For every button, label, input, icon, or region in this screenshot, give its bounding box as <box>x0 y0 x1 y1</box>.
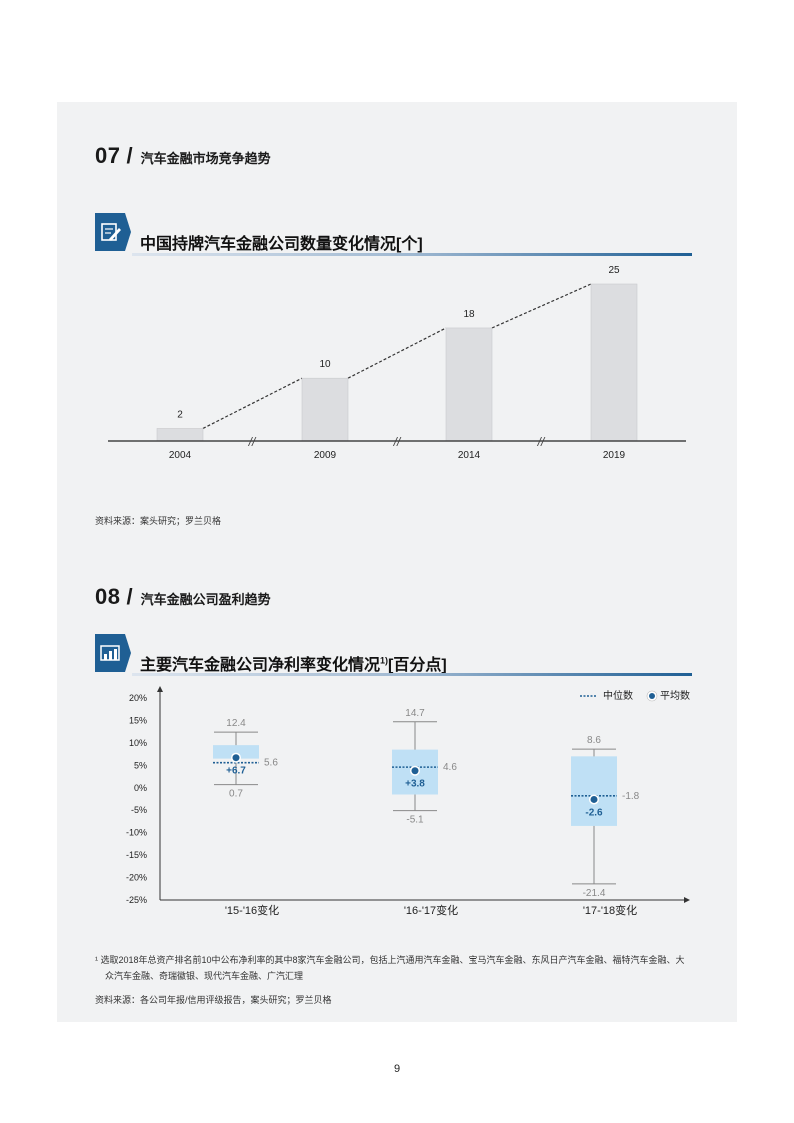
bar <box>445 327 493 442</box>
chart2-box-plot: 20% 15% 10% 5% 0% -5% -10% -15% -20% -25% 12.4 0.7 5… <box>126 686 690 917</box>
median-label: 4.6 <box>443 762 457 773</box>
chart1-source: 资料来源：案头研究；罗兰贝格 <box>95 516 222 526</box>
median-label: 5.6 <box>264 758 278 769</box>
section-07-header: 07 / 汽车金融市场竞争趋势 <box>95 143 271 169</box>
chart2-source: 资料来源：各公司年报/信用评级报告，案头研究；罗兰贝格 <box>95 995 332 1005</box>
mean-label: +6.7 <box>226 766 246 777</box>
chart1-bar-chart: 2 2004 10 2009 18 2014 25 2019 // // // <box>108 265 686 461</box>
axis-break-mark: // <box>393 435 402 449</box>
min-label: -5.1 <box>406 815 424 826</box>
legend-median-label: 中位数 <box>603 689 633 702</box>
section-slash: / <box>126 143 133 168</box>
mean-label: +3.8 <box>405 779 425 790</box>
x-tick-label: 2019 <box>603 450 626 461</box>
bar <box>301 377 349 442</box>
max-label: 14.7 <box>405 708 425 719</box>
factory-chart-icon <box>95 634 131 672</box>
median-label: -1.8 <box>622 791 640 802</box>
y-tick-label: -25% <box>126 895 147 905</box>
section-slash: / <box>126 584 133 609</box>
bar-value-label: 2 <box>177 409 183 420</box>
box <box>213 745 259 759</box>
section-number: 07 <box>95 143 121 168</box>
box <box>571 756 617 826</box>
y-tick-label: -20% <box>126 873 147 883</box>
axis-break-mark: // <box>248 435 257 449</box>
y-tick-label: -10% <box>126 828 147 838</box>
chart1-title: 中国持牌汽车金融公司数量变化情况[个] <box>140 236 423 253</box>
trend-line-segment <box>491 283 592 329</box>
x-tick-label: '16-'17变化 <box>404 903 458 917</box>
axis-break-mark: // <box>537 435 546 449</box>
min-label: -21.4 <box>583 888 606 899</box>
chart2-title-text: 主要汽车金融公司净利率变化情况 <box>140 657 381 674</box>
legend-mean-marker <box>649 693 655 699</box>
y-tick-label: -5% <box>131 805 147 815</box>
trend-line-segment <box>202 377 303 429</box>
bar-value-label: 10 <box>319 359 331 370</box>
y-axis-arrow <box>157 686 163 692</box>
section-08-header: 08 / 汽车金融公司盈利趋势 <box>95 584 271 610</box>
y-tick-label: 5% <box>134 760 147 770</box>
mean-dot <box>590 795 598 803</box>
footnote-line-2: 众汽车金融、奇瑞徽银、现代汽车金融、广汽汇理 <box>105 971 304 981</box>
x-tick-label: 2009 <box>314 450 337 461</box>
y-tick-label: 0% <box>134 783 147 793</box>
section-title: 汽车金融公司盈利趋势 <box>140 592 271 607</box>
x-tick-label: '15-'16变化 <box>225 903 279 917</box>
y-tick-label: 20% <box>129 693 147 703</box>
y-tick-label: -15% <box>126 850 147 860</box>
footnote: ¹ 选取2018年总资产排名前10中公布净利率的其中8家汽车金融公司，包括上汽通… <box>95 952 695 984</box>
x-tick-label: 2014 <box>458 450 481 461</box>
max-label: 12.4 <box>226 718 246 729</box>
x-axis-arrow <box>684 897 690 903</box>
y-tick-label: 10% <box>129 738 147 748</box>
section-number: 08 <box>95 584 121 609</box>
mean-dot <box>411 767 419 775</box>
trend-line-segment <box>347 327 447 379</box>
chart2-title-rule <box>132 673 692 676</box>
footnote-line-1: ¹ 选取2018年总资产排名前10中公布净利率的其中8家汽车金融公司，包括上汽通… <box>95 955 685 965</box>
chart2-title: 主要汽车金融公司净利率变化情况1)[百分点] <box>140 651 447 675</box>
chart2-title-footnote-ref: 1) <box>380 655 389 666</box>
min-label: 0.7 <box>229 789 243 800</box>
legend-mean-label: 平均数 <box>660 689 690 702</box>
certificate-icon <box>95 213 131 251</box>
section-title: 汽车金融市场竞争趋势 <box>140 151 271 166</box>
chart2-title-unit: [百分点] <box>388 657 447 674</box>
bar <box>590 283 638 442</box>
chart1-title-rule <box>132 253 692 256</box>
x-tick-label: '17-'18变化 <box>583 903 637 917</box>
mean-dot <box>232 754 240 762</box>
bar-value-label: 25 <box>608 265 620 276</box>
bar <box>156 428 204 442</box>
page-number: 9 <box>393 1063 401 1075</box>
x-tick-label: 2004 <box>169 450 192 461</box>
y-tick-label: 15% <box>129 715 147 725</box>
max-label: 8.6 <box>587 735 601 746</box>
bar-value-label: 18 <box>463 309 475 320</box>
mean-label: -2.6 <box>585 807 603 818</box>
